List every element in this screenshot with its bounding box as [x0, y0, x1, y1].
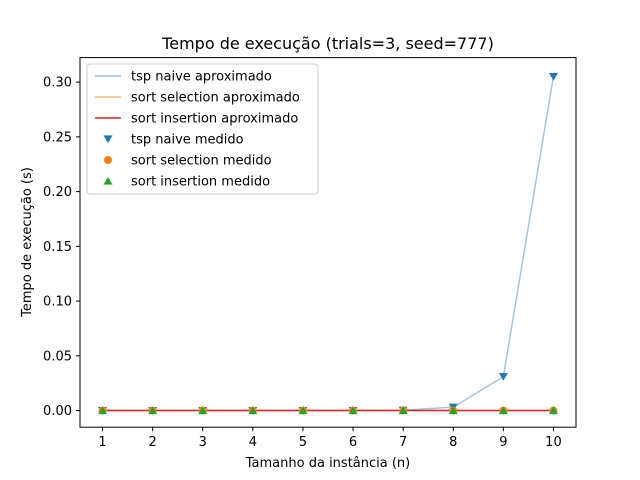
x-tick-label-4: 5 [299, 435, 307, 450]
y-tick-label-6: 0.30 [43, 76, 72, 91]
y-tick-label-5: 0.25 [43, 130, 72, 145]
y-tick-label-0: 0.00 [43, 404, 72, 419]
legend-swatch-3 [103, 135, 113, 144]
legend-swatch-5 [103, 176, 113, 185]
legend-label-4: sort selection medido [131, 154, 272, 169]
chart-title: Tempo de execução (trials=3, seed=777) [161, 34, 494, 53]
y-tick-label-1: 0.05 [43, 349, 72, 364]
x-tick-label-0: 1 [98, 435, 106, 450]
data-point-5-6 [398, 406, 408, 415]
legend-box [86, 63, 319, 195]
x-tick-label-6: 7 [399, 435, 407, 450]
plot-frame [79, 57, 577, 428]
legend-label-3: tsp naive medido [131, 133, 244, 148]
legend: tsp naive aproximado sort selection aprox… [86, 63, 319, 195]
data-point-5-8 [498, 406, 508, 415]
data-point-5-2 [198, 406, 208, 415]
legend-label-5: sort insertion medido [131, 175, 270, 190]
data-point-5-3 [248, 406, 258, 415]
x-tick-label-5: 6 [349, 435, 357, 450]
legend-label-2: sort insertion aproximado [131, 112, 298, 127]
legend-swatch-4 [104, 156, 112, 164]
y-tick-label-3: 0.15 [43, 240, 72, 255]
x-tick-label-7: 8 [449, 435, 457, 450]
data-point-5-0 [98, 406, 108, 415]
x-tick-label-9: 10 [545, 435, 562, 450]
data-point-5-7 [448, 406, 458, 415]
data-point-5-1 [148, 406, 158, 415]
data-point-3-9 [548, 73, 558, 81]
x-tick-label-2: 3 [199, 435, 207, 450]
legend-label-0: tsp naive aproximado [131, 70, 272, 85]
data-point-5-4 [298, 406, 308, 415]
x-tick-label-8: 9 [499, 435, 507, 450]
data-point-3-8 [498, 373, 508, 381]
y-tick-label-4: 0.20 [43, 185, 72, 200]
x-axis-label: Tamanho da instância (n) [245, 456, 410, 471]
markers [98, 73, 558, 415]
y-axis-label: Tempo de execução (s) [20, 167, 35, 318]
x-tick-label-1: 2 [149, 435, 157, 450]
y-tick-label-2: 0.10 [43, 295, 72, 310]
x-axis: 1 2 3 4 5 6 7 8 9 10 [98, 427, 562, 450]
data-point-5-9 [548, 406, 558, 415]
fit-lines [102, 76, 555, 412]
legend-label-1: sort selection aproximado [131, 91, 300, 106]
x-tick-label-3: 4 [249, 435, 257, 450]
y-axis: 0.00 0.05 0.10 0.15 0.20 0.25 0.30 [43, 76, 80, 419]
data-point-5-5 [348, 406, 358, 415]
